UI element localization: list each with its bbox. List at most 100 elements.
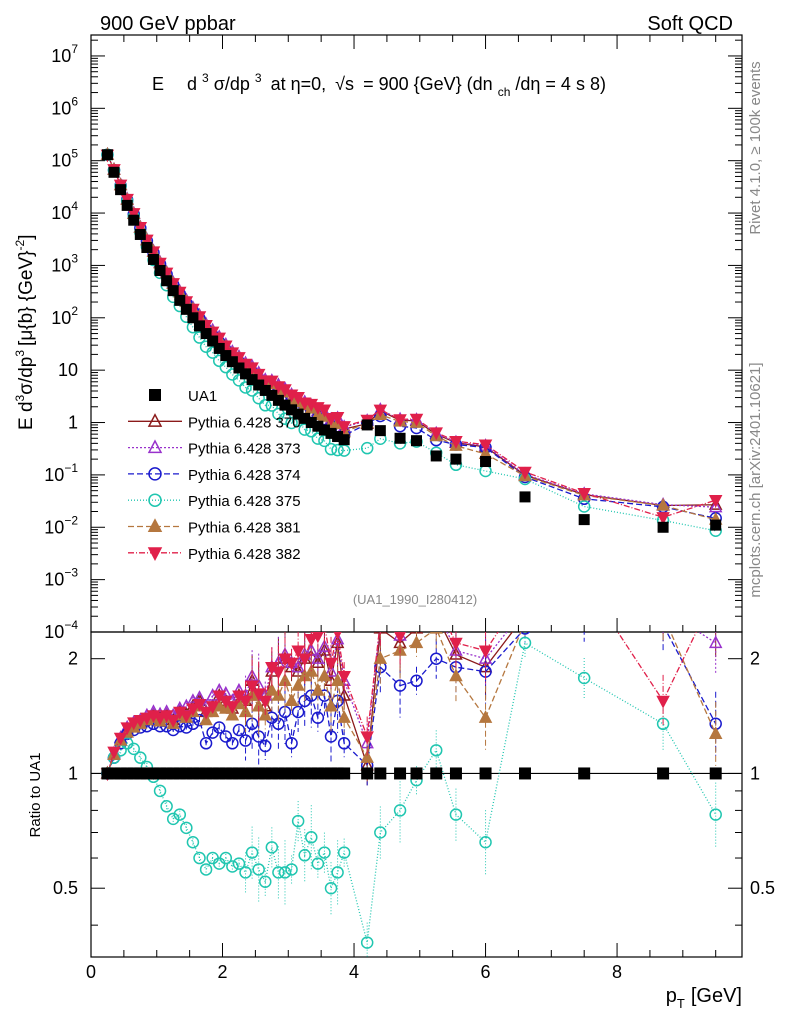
ratio-point <box>411 616 422 626</box>
ua1-point <box>161 275 173 287</box>
ratio-point <box>291 677 305 691</box>
ratio-point <box>193 851 206 865</box>
ratio-point <box>360 750 374 763</box>
y-tick-label: 104 <box>51 199 78 223</box>
ua1-point <box>394 432 406 444</box>
ratio-point <box>478 645 493 659</box>
series-point <box>330 411 345 425</box>
ratio-point <box>708 635 723 649</box>
ua1-point <box>325 427 337 439</box>
ratio-point <box>212 721 226 734</box>
ua1-point <box>332 431 344 443</box>
ratio-point <box>519 632 531 635</box>
legend-label: Pythia 6.428 373 <box>188 441 301 458</box>
ratio-point <box>113 732 128 746</box>
ratio-point <box>160 800 173 813</box>
ratio-point <box>225 701 240 714</box>
xlabel-sub: T <box>677 996 685 1011</box>
ratio-point <box>199 863 213 876</box>
main-data <box>100 147 723 537</box>
ylabel-b: σ/dp <box>16 357 37 395</box>
rivet-label: Rivet 4.1.0, ≥ 100k events <box>747 61 764 234</box>
ua1-point <box>578 514 590 526</box>
x-tick-label: 8 <box>612 962 622 982</box>
ua1-ratio-point <box>338 767 351 780</box>
ratio-point <box>291 814 305 828</box>
xlabel-unit: [GeV] <box>691 985 742 1007</box>
ratio-point <box>305 831 318 844</box>
series-point <box>239 381 252 394</box>
series-point <box>285 416 298 430</box>
ratio-point <box>245 846 259 859</box>
series-point <box>259 399 272 412</box>
ratio-point <box>226 860 239 873</box>
ratio-point <box>219 851 233 865</box>
ratio-point <box>324 632 325 633</box>
legend-marker <box>147 547 163 562</box>
ua1-point <box>259 384 271 396</box>
y-axis-label: E d3σ/dp3[μ{b} {GeV}-2] <box>13 235 37 430</box>
ratio-point <box>658 609 669 619</box>
ratio-point <box>520 587 531 597</box>
ratio-point <box>186 835 200 849</box>
ratio-point <box>360 936 374 949</box>
ratio-tick-label-right: 1 <box>750 763 760 783</box>
ua1-point <box>657 521 669 533</box>
ua1-point <box>411 435 422 447</box>
ua1-ratio-point <box>657 767 670 780</box>
ratio-data <box>100 580 723 957</box>
ua1-point <box>305 417 317 429</box>
ua1-point <box>480 456 492 468</box>
ratio-point <box>658 620 669 631</box>
ylabel-exp2: 3 <box>13 350 27 357</box>
ua1-point <box>174 294 186 306</box>
svg-text:E d 3 σ/dp: E d 3 σ/dp 3 at η=0, √s = 900 {GeV} (dn … <box>152 66 606 100</box>
series-point <box>373 404 388 418</box>
legend-marker <box>147 518 163 533</box>
ratio-point <box>449 668 463 682</box>
analysis-watermark: (UA1_1990_I280412) <box>353 592 477 607</box>
ratio-point <box>709 808 722 821</box>
ratio-plot-area <box>100 580 723 957</box>
ratio-line <box>106 632 717 774</box>
ratio-point <box>479 835 492 849</box>
ratio-point <box>579 580 590 590</box>
ua1-ratio-point <box>449 767 462 780</box>
ratio-point <box>291 705 305 719</box>
ratio-point <box>333 632 342 640</box>
legend-label: Pythia 6.428 382 <box>188 546 301 563</box>
ratio-point <box>265 682 279 696</box>
ratio-point <box>205 701 220 714</box>
ratio-point <box>153 712 167 726</box>
ua1-ratio-point <box>430 767 443 780</box>
ratio-point <box>166 714 180 728</box>
ua1-point <box>115 184 127 196</box>
title-sigma-exp: 3 <box>255 71 262 85</box>
ratio-point <box>375 617 386 627</box>
ratio-point <box>232 723 246 737</box>
series-point <box>278 412 292 425</box>
ratio-point <box>107 746 121 760</box>
ratio-point <box>429 652 443 665</box>
ratio-point <box>579 591 590 601</box>
ratio-point <box>180 821 193 835</box>
ratio-point <box>258 695 272 709</box>
ratio-point <box>449 637 463 651</box>
series-point <box>409 413 424 427</box>
ratio-point <box>409 635 424 649</box>
ratio-point <box>330 632 345 645</box>
ua1-point <box>710 519 722 531</box>
ua1-point <box>187 312 199 324</box>
title-d: d <box>187 74 197 94</box>
ratio-point <box>140 712 154 726</box>
legend-marker <box>148 467 162 481</box>
ratio-point <box>311 651 325 664</box>
ratio-point <box>120 722 134 736</box>
ratio-point <box>429 744 443 757</box>
ratio-point <box>393 679 407 692</box>
ratio-point <box>232 857 246 870</box>
ratio-point <box>449 808 463 821</box>
ratio-point <box>373 632 388 634</box>
title-sqrt: √s <box>335 74 354 94</box>
